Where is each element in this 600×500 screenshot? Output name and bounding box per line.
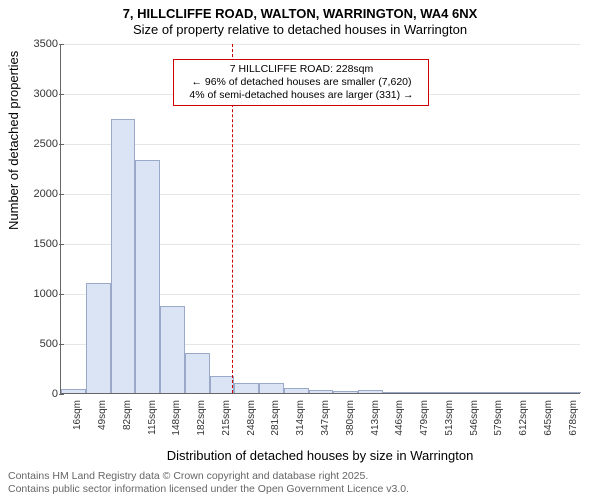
- x-tick-label: 215sqm: [221, 400, 232, 440]
- annotation-line: ← 96% of detached houses are smaller (7,…: [180, 76, 422, 89]
- x-tick-label: 148sqm: [171, 400, 182, 440]
- x-axis-label-holder: Distribution of detached houses by size …: [60, 446, 580, 463]
- x-tick-label: 446sqm: [394, 400, 405, 440]
- y-tick-label: 3000: [32, 88, 58, 100]
- histogram-bar: [160, 306, 185, 393]
- annotation-line: 4% of semi-detached houses are larger (3…: [180, 89, 422, 102]
- x-tick-label: 16sqm: [72, 400, 83, 440]
- plot-area: 7 HILLCLIFFE ROAD: 228sqm← 96% of detach…: [60, 44, 580, 394]
- histogram-bar: [358, 390, 383, 393]
- x-tick-label: 645sqm: [543, 400, 554, 440]
- x-tick-label: 546sqm: [469, 400, 480, 440]
- histogram-bar: [482, 392, 507, 393]
- x-tick-label: 314sqm: [295, 400, 306, 440]
- x-tick-label: 182sqm: [196, 400, 207, 440]
- chart-title: 7, HILLCLIFFE ROAD, WALTON, WARRINGTON, …: [0, 0, 600, 22]
- x-tick-label: 49sqm: [97, 400, 108, 440]
- x-tick-label: 678sqm: [568, 400, 579, 440]
- histogram-bar: [556, 392, 581, 393]
- x-tick-label: 115sqm: [147, 400, 158, 440]
- histogram-bar: [259, 383, 284, 393]
- y-tick-label: 2500: [32, 138, 58, 150]
- x-axis-label: Distribution of detached houses by size …: [60, 448, 580, 463]
- x-tick-label: 281sqm: [270, 400, 281, 440]
- histogram-bar: [383, 392, 408, 393]
- x-tick-label: 82sqm: [122, 400, 133, 440]
- x-tick-label: 248sqm: [246, 400, 257, 440]
- histogram-bar: [333, 391, 358, 394]
- histogram-bar: [61, 389, 86, 393]
- histogram-bar: [457, 392, 482, 393]
- y-tick-label: 2000: [32, 188, 58, 200]
- histogram-bar: [111, 119, 136, 393]
- histogram-bar: [210, 376, 235, 393]
- annotation-line: 7 HILLCLIFFE ROAD: 228sqm: [180, 63, 422, 76]
- histogram-bar: [309, 390, 334, 393]
- footer-line-1: Contains HM Land Registry data © Crown c…: [8, 470, 409, 483]
- histogram-bar: [185, 353, 210, 393]
- x-tick-label: 612sqm: [518, 400, 529, 440]
- histogram-bar: [432, 392, 457, 393]
- histogram-bar: [284, 388, 309, 393]
- histogram-bar: [135, 160, 160, 393]
- x-tick-label: 513sqm: [444, 400, 455, 440]
- x-tick-label: 579sqm: [493, 400, 504, 440]
- y-tick-label: 0: [32, 388, 58, 400]
- histogram-bar: [234, 383, 259, 394]
- histogram-bar: [86, 283, 111, 393]
- y-tick-label: 500: [32, 338, 58, 350]
- gridline: [61, 144, 580, 145]
- footer-line-2: Contains public sector information licen…: [8, 483, 409, 496]
- gridline: [61, 44, 580, 45]
- y-axis-label: Number of detached properties: [6, 51, 21, 230]
- x-tick-label: 347sqm: [320, 400, 331, 440]
- y-tick-label: 1500: [32, 238, 58, 250]
- footer-attribution: Contains HM Land Registry data © Crown c…: [8, 470, 409, 496]
- y-tick-label: 3500: [32, 38, 58, 50]
- chart-container: 7, HILLCLIFFE ROAD, WALTON, WARRINGTON, …: [0, 0, 600, 500]
- x-tick-label: 413sqm: [370, 400, 381, 440]
- y-tick-label: 1000: [32, 288, 58, 300]
- histogram-bar: [507, 392, 532, 393]
- x-tick-label: 380sqm: [345, 400, 356, 440]
- histogram-bar: [408, 392, 433, 393]
- histogram-bar: [531, 392, 556, 393]
- annotation-box: 7 HILLCLIFFE ROAD: 228sqm← 96% of detach…: [173, 59, 429, 106]
- x-tick-label: 479sqm: [419, 400, 430, 440]
- chart-subtitle: Size of property relative to detached ho…: [0, 22, 600, 38]
